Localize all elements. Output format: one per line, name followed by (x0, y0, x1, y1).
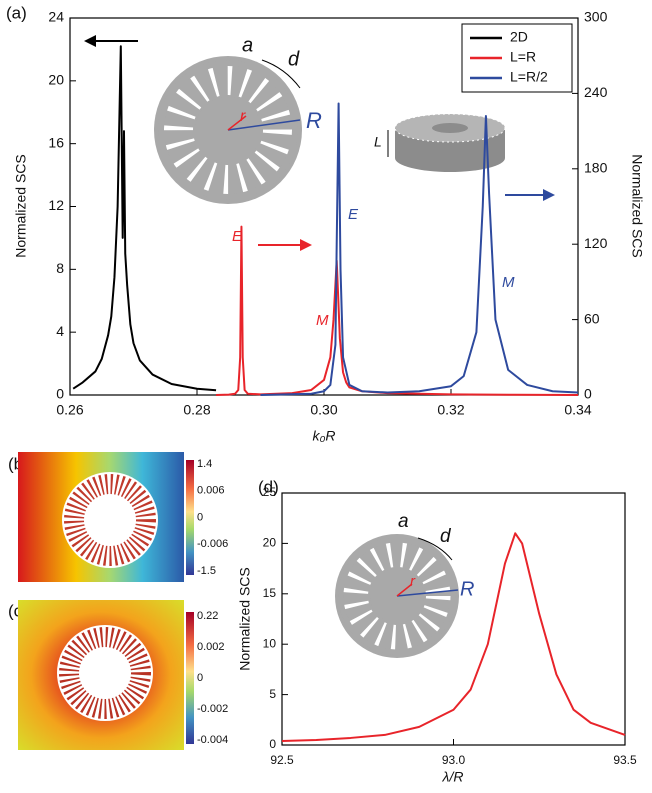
series-line (72, 45, 217, 392)
annotation: M (502, 274, 515, 291)
y-tick-label: 20 (263, 536, 277, 550)
y-tick-label: 20 (48, 72, 64, 88)
y-tick-label: 8 (56, 260, 64, 276)
colorbar (186, 460, 194, 575)
legend-label: L=R/2 (510, 69, 548, 85)
annotation: a (242, 34, 253, 56)
annotation: r (240, 108, 246, 125)
y-tick-label: 0 (269, 737, 276, 751)
y-tick-label: 15 (263, 586, 277, 600)
annotation: E (348, 206, 359, 223)
annotation: R (460, 578, 474, 600)
x-tick-label: 0.32 (437, 402, 464, 418)
x-axis-label: λ/R (442, 769, 464, 785)
x-tick-label: 93.0 (442, 753, 466, 767)
annotation: E (232, 228, 243, 245)
x-tick-label: 0.30 (310, 402, 337, 418)
x-axis-label: k₀R (312, 428, 335, 444)
x-tick-label: 0.28 (183, 402, 210, 418)
series-line (260, 102, 579, 396)
x-tick-label: 93.5 (613, 753, 637, 767)
y2-tick-label: 180 (584, 160, 608, 176)
y-tick-label: 0 (56, 386, 64, 402)
x-tick-label: 0.34 (564, 402, 591, 418)
colorbar-label: 0.006 (197, 485, 225, 497)
y2-tick-label: 300 (584, 9, 608, 25)
colorbar-label: 1.4 (197, 458, 212, 470)
annotation: d (440, 526, 452, 547)
annotation: L (374, 134, 382, 150)
resonator-inset (335, 534, 459, 658)
colorbar-label: -0.004 (197, 734, 228, 746)
resonator-field (62, 472, 158, 568)
colorbar-label: -0.006 (197, 538, 228, 550)
annotation: M (316, 312, 329, 329)
series-line (281, 532, 626, 742)
legend-label: 2D (510, 29, 528, 45)
y2-tick-label: 60 (584, 310, 600, 326)
panel-label: (d) (258, 477, 279, 496)
y2-tick-label: 0 (584, 386, 592, 402)
resonator-inset (154, 56, 302, 204)
series-line (216, 225, 579, 396)
y-tick-label: 12 (48, 197, 64, 213)
annotation: r (410, 573, 416, 590)
x-tick-label: 0.26 (56, 402, 83, 418)
colorbar-label: 0.002 (197, 641, 225, 653)
colorbar-label: 0 (197, 511, 203, 523)
y-tick-label: 16 (48, 134, 64, 150)
annotation: d (288, 48, 300, 70)
resonator-field (57, 625, 153, 721)
arrows (84, 35, 555, 251)
colorbar-label: 0.22 (197, 610, 218, 622)
y-tick-label: 25 (263, 485, 277, 499)
colorbar-label: -1.5 (197, 565, 216, 577)
x-tick-label: 92.5 (270, 753, 294, 767)
panel-label: (a) (6, 3, 27, 22)
y2-tick-label: 120 (584, 235, 608, 251)
y-axis-label: Normalized SCS (237, 567, 253, 670)
y-tick-label: 10 (263, 636, 277, 650)
y-tick-label: 24 (48, 9, 64, 25)
colorbar (186, 612, 194, 744)
annotation: a (398, 511, 409, 532)
y-tick-label: 4 (56, 323, 64, 339)
legend-label: L=R (510, 49, 536, 65)
annotation: R (306, 108, 322, 133)
y2-tick-label: 240 (584, 84, 608, 100)
y-tick-label: 5 (269, 687, 276, 701)
y2-axis-label: Normalized SCS (629, 154, 645, 257)
colorbar-label: 0 (197, 672, 203, 684)
colorbar-label: -0.002 (197, 703, 228, 715)
y-axis-label: Normalized SCS (13, 154, 29, 257)
